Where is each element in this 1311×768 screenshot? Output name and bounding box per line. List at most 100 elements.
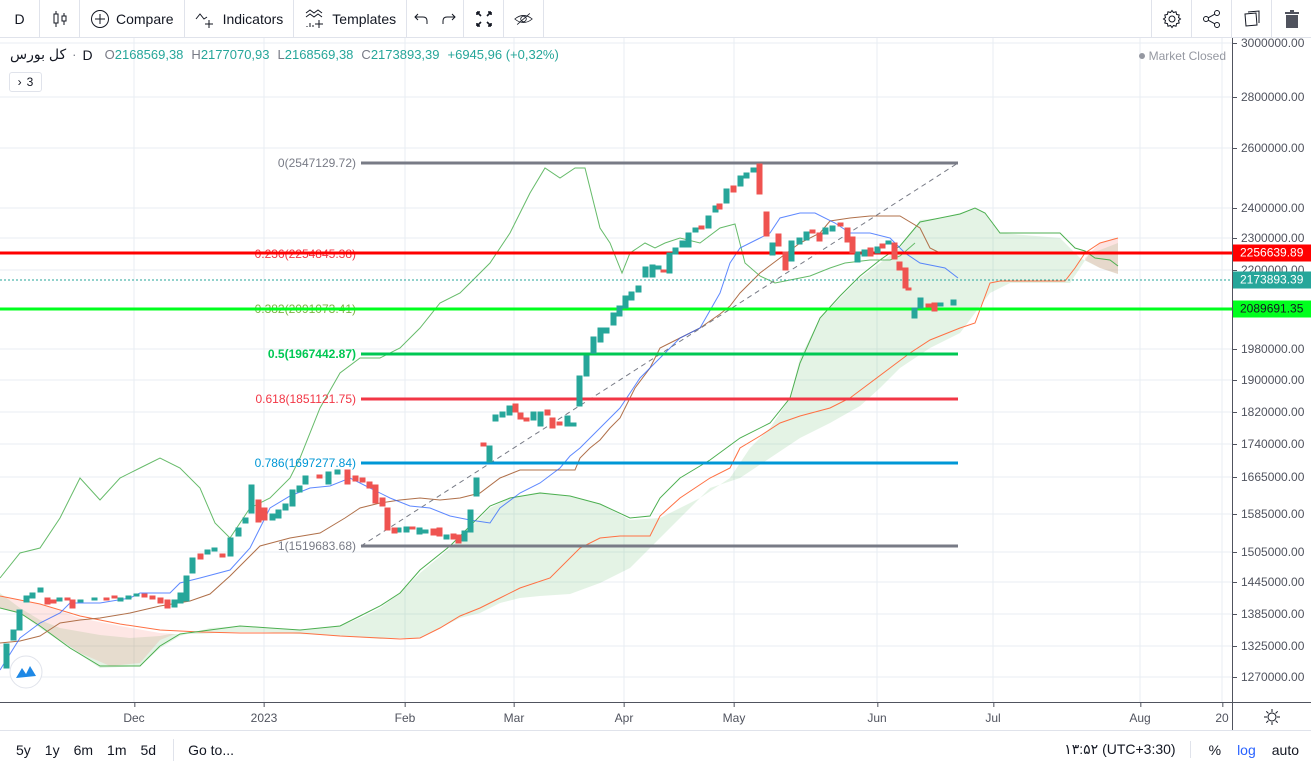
collapsed-count: 3 <box>26 75 34 89</box>
indicators-icon <box>195 12 213 28</box>
interval-button[interactable]: D <box>0 0 40 38</box>
market-status-label: Market Closed <box>1148 49 1226 63</box>
legend-interval: D <box>82 46 93 63</box>
open-value: 2168569,38 <box>114 47 184 62</box>
ohlc-values: O2168569,38 H2177070,93 L2168569,38 C217… <box>105 47 559 62</box>
indicators-button[interactable]: Indicators <box>185 0 295 38</box>
low-value: 2168569,38 <box>284 47 354 62</box>
indicators-collapse-button[interactable]: › 3 <box>9 72 42 92</box>
undo-icon <box>414 13 428 24</box>
candles-icon <box>53 10 66 27</box>
price-chart[interactable]: 0(2547129.72) 0.236(2254845.38) 0.382(20… <box>0 38 1232 702</box>
symbol-name[interactable]: کل بورس <box>10 46 67 62</box>
interval-label: D <box>14 10 25 27</box>
time-tick: May <box>722 703 746 725</box>
status-dot-icon <box>1138 53 1145 59</box>
time-tick: Jul <box>985 703 1001 725</box>
top-toolbar: D Compare Indicators Templates <box>0 0 1311 38</box>
price-tick: 1585000.00 <box>1233 507 1304 521</box>
fib-label-0: 0(2547129.72) <box>278 156 356 170</box>
close-value: 2173893,39 <box>370 47 440 62</box>
time-tick: Apr <box>614 703 634 725</box>
range-6m[interactable]: 6m <box>73 741 94 758</box>
fibonacci-retracement[interactable]: 0(2547129.72) 0.236(2254845.38) 0.382(20… <box>255 156 958 553</box>
compare-button[interactable]: Compare <box>80 0 185 38</box>
fib-label-0618: 0.618(1851121.75) <box>255 392 356 406</box>
plus-circle-icon <box>91 9 109 28</box>
candlesticks <box>3 163 957 669</box>
price-tick: 3000000.00 <box>1233 36 1304 50</box>
fib-label-0786: 0.786(1697277.84) <box>255 456 356 470</box>
chikou-span <box>0 167 916 579</box>
fib-label-05: 0.5(1967442.87) <box>268 347 356 361</box>
timezone-clock[interactable]: ۱۳:۵۲ (UTC+3:30) <box>1064 741 1191 758</box>
time-tick: 20 <box>1215 703 1229 725</box>
sun-icon <box>1264 708 1280 725</box>
price-tick: 1820000.00 <box>1233 405 1304 419</box>
log-toggle[interactable]: log <box>1237 741 1256 758</box>
time-tick: Mar <box>503 703 525 725</box>
auto-toggle[interactable]: auto <box>1271 741 1299 758</box>
kijun-sen <box>0 215 960 644</box>
bottom-toolbar: 5y 1y 6m 1m 5d Go to... ۱۳:۵۲ (UTC+3:30)… <box>0 730 1311 768</box>
fib-label-1: 1(1519683.68) <box>278 539 356 553</box>
price-label-red-line: 2256639.89 <box>1233 244 1311 262</box>
price-tick: 1665000.00 <box>1233 470 1304 484</box>
grid <box>0 38 1232 702</box>
fullscreen-button[interactable] <box>464 0 505 38</box>
time-tick: Dec <box>123 703 145 725</box>
templates-icon <box>305 8 324 28</box>
range-5d[interactable]: 5d <box>140 741 157 758</box>
high-label: H <box>191 47 201 62</box>
notes-icon <box>1243 9 1259 27</box>
open-label: O <box>104 47 115 62</box>
percent-toggle[interactable]: % <box>1208 741 1222 758</box>
share-button[interactable] <box>1191 0 1231 38</box>
indicators-label: Indicators <box>222 10 284 27</box>
low-label: L <box>277 47 285 62</box>
delete-button[interactable] <box>1271 0 1311 38</box>
change-value: +6945,96 (+0,32%) <box>447 47 559 62</box>
time-tick: Feb <box>394 703 416 725</box>
time-tick: Aug <box>1129 703 1151 725</box>
eye-off-icon <box>514 12 533 25</box>
redo-button[interactable] <box>435 0 463 38</box>
share-icon <box>1202 9 1220 28</box>
price-label-green-line: 2089691.35 <box>1233 300 1311 318</box>
goto-button[interactable]: Go to... <box>173 738 234 761</box>
fullscreen-icon <box>475 10 492 27</box>
trash-icon <box>1284 9 1299 28</box>
time-axis[interactable]: Dec 2023 Feb Mar Apr May Jun Jul Aug 20 <box>0 702 1232 730</box>
time-tick: Jun <box>867 703 887 725</box>
compare-label: Compare <box>116 10 174 27</box>
axis-settings-button[interactable] <box>1232 702 1311 730</box>
redo-icon <box>442 13 456 24</box>
undo-button[interactable] <box>407 0 435 38</box>
range-5y[interactable]: 5y <box>16 741 31 758</box>
price-label-last: 2173893.39 <box>1233 271 1311 289</box>
time-tick: 2023 <box>250 703 278 725</box>
senkou-span-b <box>0 237 1119 640</box>
price-tick: 1505000.00 <box>1233 545 1304 559</box>
tenkan-sen <box>0 212 959 671</box>
gear-icon <box>1162 9 1181 28</box>
hide-drawings-button[interactable] <box>504 0 545 38</box>
chart-type-button[interactable] <box>40 0 80 38</box>
undo-redo-group <box>407 0 465 38</box>
range-buttons: 5y 1y 6m 1m 5d <box>0 742 163 758</box>
settings-button[interactable] <box>1151 0 1191 38</box>
price-tick: 1445000.00 <box>1233 575 1304 589</box>
range-1y[interactable]: 1y <box>44 741 60 758</box>
senkou-span-a <box>0 207 1119 667</box>
range-1m[interactable]: 1m <box>107 741 127 758</box>
market-status: Market Closed <box>1138 49 1226 63</box>
bottom-right-controls: ۱۳:۵۲ (UTC+3:30) % log auto <box>1064 739 1311 761</box>
legend-separator: · <box>72 47 77 62</box>
price-tick: 2300000.00 <box>1233 231 1304 245</box>
tradingview-logo[interactable] <box>9 655 43 689</box>
price-tick: 2400000.00 <box>1233 201 1304 215</box>
templates-button[interactable]: Templates <box>294 0 408 38</box>
object-tree-button[interactable] <box>1231 0 1271 38</box>
price-tick: 1740000.00 <box>1233 437 1304 451</box>
price-axis[interactable]: 3000000.00 2800000.00 2600000.00 2400000… <box>1232 36 1311 702</box>
